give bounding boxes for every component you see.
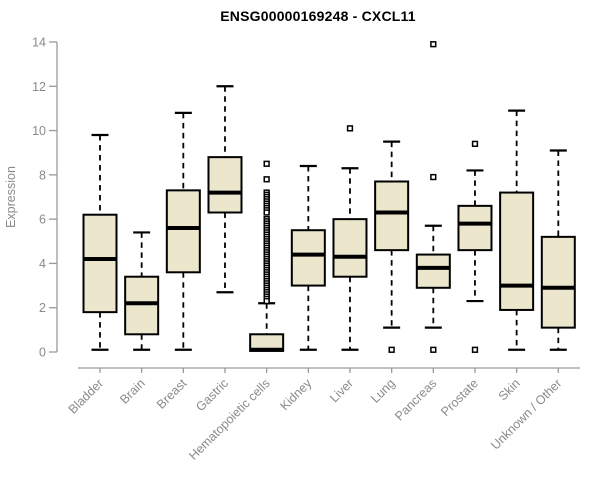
iqr-box — [374, 180, 410, 252]
outlier-point — [430, 346, 437, 353]
x-category-label: Bladder — [66, 376, 106, 416]
iqr-box — [165, 189, 201, 274]
iqr-box — [499, 191, 535, 311]
x-category-label: Pancreas — [392, 376, 439, 423]
outlier-point — [430, 41, 437, 48]
iqr-box — [290, 229, 326, 287]
y-tick-label: 0 — [39, 346, 46, 360]
y-axis-title: Expression — [4, 166, 18, 228]
outlier-point — [263, 160, 270, 167]
y-tick-label: 6 — [39, 213, 46, 227]
iqr-box — [457, 204, 493, 252]
x-category-label: Lung — [368, 376, 398, 406]
x-category-label: Kidney — [278, 376, 315, 413]
outlier-point — [263, 209, 270, 216]
outlier-point — [388, 346, 395, 353]
y-tick-label: 14 — [32, 36, 46, 50]
outlier-point — [263, 297, 270, 305]
y-tick-label: 2 — [39, 301, 46, 315]
x-category-label: Prostate — [438, 376, 481, 419]
x-category-label: Gastric — [193, 376, 231, 414]
outlier-point — [263, 176, 270, 183]
iqr-box — [332, 218, 368, 278]
iqr-box — [415, 253, 451, 289]
chart-title: ENSG00000169248 - CXCL11 — [220, 8, 416, 24]
iqr-box — [124, 275, 160, 336]
outlier-point — [430, 173, 437, 181]
iqr-box — [540, 235, 576, 329]
y-tick-label: 8 — [39, 168, 46, 182]
x-category-label: Breast — [154, 376, 190, 412]
y-tick-label: 12 — [32, 80, 46, 94]
y-tick-label: 4 — [39, 257, 46, 271]
outlier-point — [346, 125, 354, 132]
x-category-label: Hematopoietic cells — [186, 376, 273, 463]
iqr-box — [82, 213, 118, 314]
y-tick-label: 10 — [32, 124, 46, 138]
x-category-label: Liver — [327, 376, 356, 405]
iqr-box — [207, 156, 243, 214]
outlier-point — [471, 346, 479, 353]
x-category-label: Brain — [117, 376, 148, 407]
x-category-label: Skin — [496, 376, 523, 403]
outlier-point — [471, 140, 479, 148]
x-category-label: Unknown / Other — [488, 376, 564, 452]
